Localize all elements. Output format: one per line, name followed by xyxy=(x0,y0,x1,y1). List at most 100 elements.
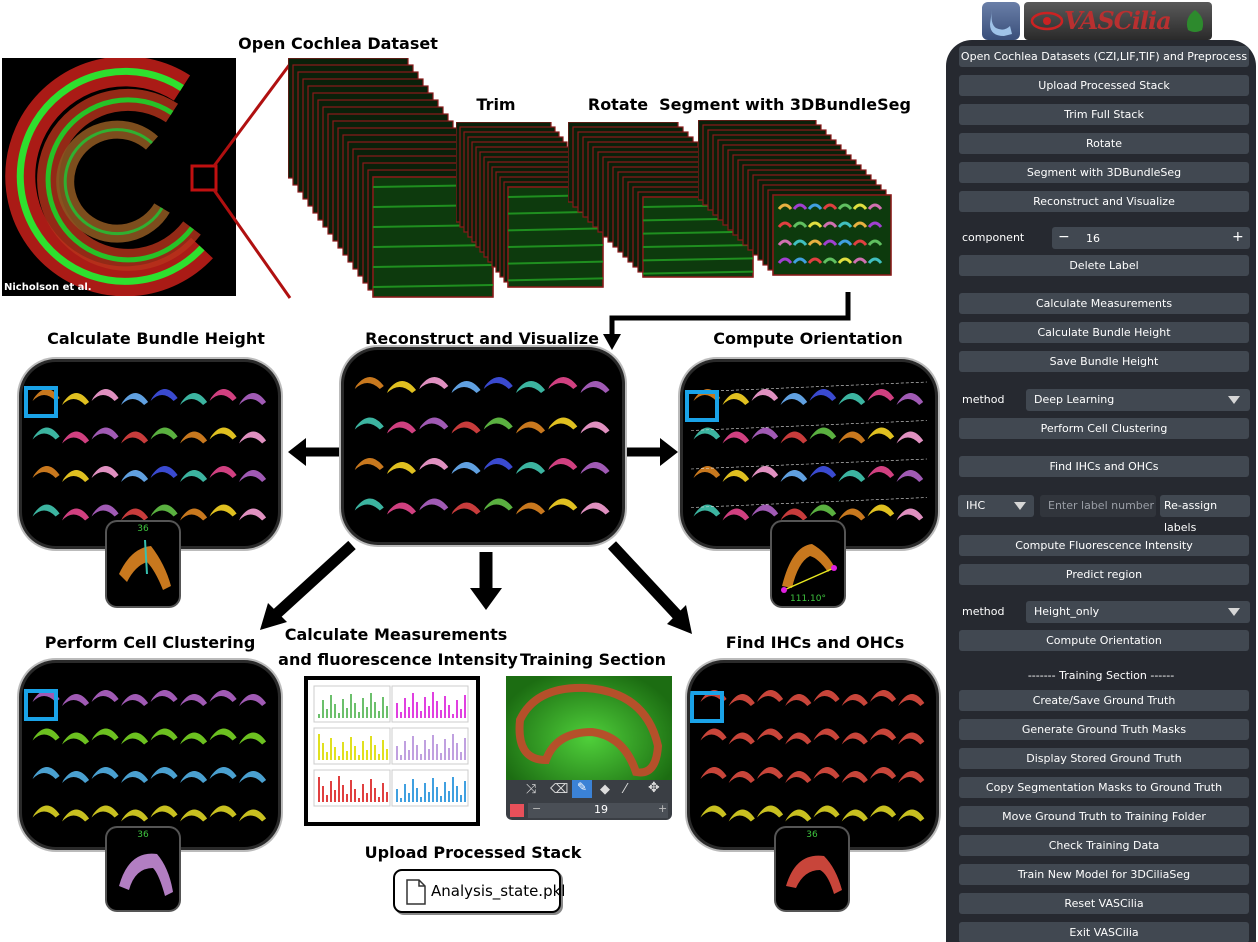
bundle-mark xyxy=(693,504,721,517)
compute-orientation-button[interactable]: Compute Orientation xyxy=(959,630,1249,651)
method-select-1[interactable]: Deep Learning xyxy=(1026,389,1250,411)
bundle-mark xyxy=(91,728,119,741)
brush-size-field[interactable] xyxy=(528,803,668,818)
logo-badge-icon xyxy=(982,2,1020,40)
label-number-input[interactable]: Enter label number xyxy=(1040,495,1156,517)
bundle-mark xyxy=(580,421,610,434)
bundle-mark xyxy=(898,694,925,706)
bundle-mark xyxy=(150,466,178,478)
bundle-mark xyxy=(728,809,755,822)
segment-button[interactable]: Segment with 3DBundleSeg xyxy=(959,162,1249,183)
bundle-mark xyxy=(62,732,90,745)
bundle-mark xyxy=(451,502,481,515)
label-rotate: Rotate xyxy=(587,95,649,114)
component-decrement[interactable]: − xyxy=(1058,229,1070,245)
training-microscopy xyxy=(506,676,672,780)
bundle-mark xyxy=(32,690,60,702)
file-name: Analysis_state.pkl xyxy=(431,882,566,900)
create-gt-button[interactable]: Create/Save Ground Truth xyxy=(959,690,1249,711)
trim-stack-button[interactable]: Trim Full Stack xyxy=(959,104,1249,125)
mini-plot xyxy=(313,727,391,765)
delete-label-button[interactable]: Delete Label xyxy=(959,255,1249,276)
bundle-mark xyxy=(751,427,779,440)
bundle-mark xyxy=(209,427,237,440)
predict-region-button[interactable]: Predict region xyxy=(959,564,1249,585)
bundle-mark xyxy=(180,732,208,745)
bundle-mark xyxy=(150,805,178,818)
cluster-closeup xyxy=(119,853,173,896)
exit-button[interactable]: Exit VASCilia xyxy=(959,922,1249,942)
bundle-mark xyxy=(419,417,449,430)
bundle-mark xyxy=(32,466,60,478)
bundle-mark xyxy=(239,470,267,482)
bundle-mark xyxy=(700,805,727,818)
bundle-mark xyxy=(150,427,178,440)
check-training-button[interactable]: Check Training Data xyxy=(959,835,1249,856)
brush-size-minus[interactable]: − xyxy=(532,802,542,815)
reconstruct-button[interactable]: Reconstruct and Visualize xyxy=(959,191,1249,212)
bundle-mark xyxy=(91,466,119,478)
bundle-mark xyxy=(239,393,267,405)
panel-orientation xyxy=(683,362,935,546)
rotate-button[interactable]: Rotate xyxy=(959,133,1249,154)
bundle-mark xyxy=(239,694,267,706)
reset-button[interactable]: Reset VASCilia xyxy=(959,893,1249,914)
bundle-mark xyxy=(121,393,149,405)
bundle-mark xyxy=(780,508,808,521)
picker-icon[interactable]: ⁄ xyxy=(624,782,627,797)
bundle-mark xyxy=(838,508,866,521)
calc-measurements-button[interactable]: Calculate Measurements xyxy=(959,293,1249,314)
method-select-2[interactable]: Height_only xyxy=(1026,601,1250,623)
bundle-mark xyxy=(239,809,267,822)
bundle-mark xyxy=(700,767,727,779)
calc-height-button[interactable]: Calculate Bundle Height xyxy=(959,322,1249,343)
bundle-mark xyxy=(809,504,837,517)
inset-orientation: 111.10° xyxy=(772,522,844,606)
move-gt-button[interactable]: Move Ground Truth to Training Folder xyxy=(959,806,1249,827)
bundle-mark xyxy=(728,694,755,706)
fluorescence-button[interactable]: Compute Fluorescence Intensity xyxy=(959,535,1249,556)
shuffle-icon[interactable]: ⤨ xyxy=(526,782,537,797)
bundle-mark xyxy=(239,431,267,444)
bundle-mark xyxy=(580,381,610,393)
bundle-mark xyxy=(483,458,513,470)
bundle-mark xyxy=(150,728,178,741)
bundle-mark xyxy=(785,732,812,745)
bundle-mark xyxy=(813,728,840,741)
bundle-mark xyxy=(209,690,237,702)
component-spinbox[interactable] xyxy=(1052,227,1250,249)
bundle-mark xyxy=(483,417,513,430)
highlight-box xyxy=(690,691,724,723)
component-increment[interactable]: + xyxy=(1232,229,1244,245)
move-icon[interactable]: ✥ xyxy=(648,780,660,796)
label-trim: Trim xyxy=(476,95,516,114)
cell-type-select[interactable]: IHC xyxy=(958,495,1034,517)
bundle-mark xyxy=(693,466,721,478)
save-height-button[interactable]: Save Bundle Height xyxy=(959,351,1249,372)
bundle-mark xyxy=(62,771,90,783)
generate-masks-button[interactable]: Generate Ground Truth Masks xyxy=(959,719,1249,740)
label-color-swatch[interactable] xyxy=(510,804,524,817)
bundle-mark xyxy=(62,809,90,822)
brush-icon[interactable]: ✎ xyxy=(572,780,592,798)
find-ihc-button[interactable]: Find IHCs and OHCs xyxy=(959,456,1249,477)
credit-text: Nicholson et al. xyxy=(4,282,92,293)
inset-number: 36 xyxy=(137,524,149,534)
eraser-icon[interactable]: ⌫ xyxy=(550,782,569,797)
reassign-labels-button[interactable]: Re-assign labels xyxy=(1160,495,1250,534)
train-model-button[interactable]: Train New Model for 3DCiliaSeg xyxy=(959,864,1249,885)
bundle-mark xyxy=(867,504,895,517)
bundle-mark xyxy=(62,508,90,521)
bundle-mark xyxy=(209,466,237,478)
display-gt-button[interactable]: Display Stored Ground Truth xyxy=(959,748,1249,769)
copy-masks-button[interactable]: Copy Segmentation Masks to Ground Truth xyxy=(959,777,1249,798)
label-orientation: Compute Orientation xyxy=(713,329,903,348)
brush-size-plus[interactable]: + xyxy=(658,802,668,815)
bundle-mark xyxy=(785,694,812,706)
bundle-mark xyxy=(180,809,208,822)
fill-icon[interactable]: ◆ xyxy=(600,782,610,797)
upload-stack-button[interactable]: Upload Processed Stack xyxy=(959,75,1249,96)
open-dataset-button[interactable]: Open Cochlea Datasets (CZI,LIF,TIF) and … xyxy=(959,46,1249,67)
cell-clustering-button[interactable]: Perform Cell Clustering xyxy=(959,418,1249,439)
bundle-mark xyxy=(239,732,267,745)
